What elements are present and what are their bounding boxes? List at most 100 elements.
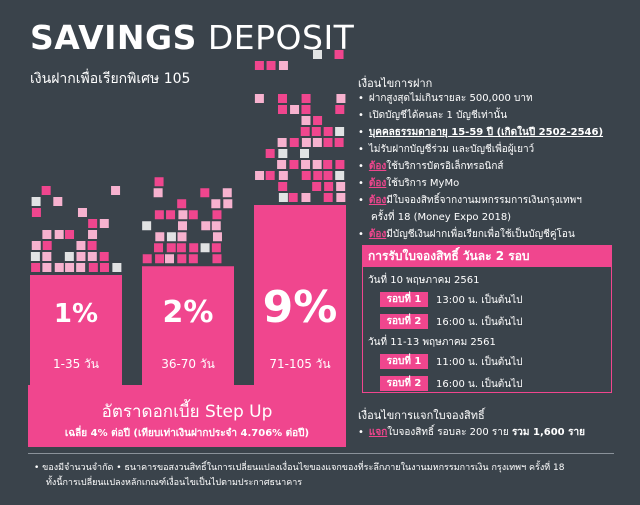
pixel-decoration: [265, 149, 275, 158]
pixel-decoration: [312, 138, 322, 147]
pixel-decoration: [223, 199, 233, 209]
pixel-decoration: [87, 241, 97, 250]
pixel-decoration: [178, 210, 188, 220]
bar: [142, 266, 234, 386]
pixel-decoration: [278, 182, 288, 191]
condition-item: เปิดบัญชีได้คนละ 1 บัญชีเท่านั้น: [358, 108, 507, 123]
chart-note: เฉลี่ย 4% ต่อปี (เทียบเท่าเงินฝากประจำ 4…: [64, 428, 310, 439]
pixel-decoration: [254, 61, 264, 70]
page-subtitle: เงินฝากเพื่อเรียกพิเศษ 105: [30, 71, 191, 87]
condition-item: ฝากสูงสุดไม่เกินรายละ 500,000 บาท: [358, 91, 533, 106]
chart-label-panel: [28, 385, 346, 447]
pixel-decoration: [289, 138, 299, 147]
pixel-decoration: [112, 263, 122, 272]
pixel-decoration: [99, 263, 109, 272]
pixel-decoration: [200, 243, 210, 253]
round-pill: รอบที่ 1: [380, 354, 428, 369]
pixel-decoration: [31, 241, 41, 250]
pixel-decoration: [142, 254, 152, 264]
pixel-decoration: [255, 171, 265, 180]
pixel-decoration: [301, 105, 311, 114]
pixel-decoration: [30, 252, 40, 261]
pixel-decoration: [88, 219, 98, 228]
pixel-decoration: [177, 199, 187, 209]
pixel-decoration: [278, 171, 288, 180]
pixel-decoration: [64, 252, 74, 261]
bar-category-label: 36-70 วัน: [161, 357, 215, 371]
pixel-decoration: [166, 232, 176, 242]
pixel-decoration: [99, 252, 109, 261]
round-pill: รอบที่ 2: [380, 314, 428, 329]
round-pill: รอบที่ 1: [380, 292, 428, 307]
pixel-decoration: [41, 186, 51, 195]
pixel-decoration: [142, 221, 152, 231]
pixel-decoration: [336, 94, 346, 103]
pixel-decoration: [188, 254, 198, 264]
condition-text: ไม่รับฝากบัญชีร่วม และบัญชีเพื่อผู้เยาว์: [368, 144, 535, 155]
condition-item: ต้องมีใบจองสิทธิ์จากงานมหกรรมการเงินกรุง…: [358, 193, 582, 208]
condition-text: ฝากสูงสุดไม่เกินรายละ 500,000 บาท: [368, 93, 533, 104]
pixel-decoration: [211, 221, 221, 231]
booking-day-1: วันที่ 10 พฤษภาคม 2561: [368, 275, 480, 286]
condition-emphasis: ต้อง: [368, 195, 387, 206]
condition-item: ครั้งที่ 18 (Money Expo 2018): [358, 210, 511, 225]
bar-value-label: 1%: [54, 299, 98, 329]
bar-value-label: 2%: [163, 295, 214, 330]
pixel-decoration: [323, 160, 333, 169]
pixel-decoration: [42, 252, 52, 261]
pixel-decoration: [277, 94, 287, 103]
pixel-decoration: [42, 241, 52, 250]
pixel-decoration: [31, 208, 41, 217]
pixel-decoration: [42, 230, 52, 239]
condition-text: บุคคลธรรมดาอายุ 15-59 ปี (เกิดในปี 2502-…: [368, 127, 604, 138]
condition-text: ใช้บริการ MyMo: [386, 178, 460, 189]
condition-item: บุคคลธรรมดาอายุ 15-59 ปี (เกิดในปี 2502-…: [358, 125, 603, 140]
footer-divider: [28, 453, 614, 454]
pixel-decoration: [312, 160, 322, 169]
pixel-decoration: [76, 252, 86, 261]
pixel-decoration: [53, 197, 63, 206]
round-time: 16:00 น. เป็นต้นไป: [436, 379, 523, 390]
pixel-decoration: [166, 210, 176, 220]
pixel-decoration: [88, 230, 98, 239]
pixel-decoration: [212, 232, 222, 242]
footer-line-1: • ของมีจำนวนจำกัด • ธนาคารขอสงวนสิทธิ์ใน…: [34, 463, 565, 473]
pixel-decoration: [312, 182, 322, 191]
condition-item: ไม่รับฝากบัญชีร่วม และบัญชีเพื่อผู้เยาว์: [358, 142, 534, 157]
condition-text: เปิดบัญชีได้คนละ 1 บัญชีเท่านั้น: [368, 110, 508, 121]
pixel-decoration: [335, 160, 345, 169]
pixel-decoration: [323, 171, 333, 180]
condition-text: มีบัญชีเงินฝากเพื่อเรียกเพื่อใช้เป็นบัญช…: [386, 229, 575, 240]
pixel-decoration: [300, 127, 310, 136]
distribution-total: รวม 1,600 ราย: [511, 427, 585, 438]
pixel-decoration: [154, 177, 164, 187]
pixel-decoration: [76, 241, 86, 250]
pixel-decoration: [155, 254, 165, 264]
booking-title: การรับใบจองสิทธิ์ วันละ 2 รอบ: [362, 245, 612, 267]
bar-value-label: 9%: [263, 282, 338, 333]
pixel-decoration: [265, 171, 275, 180]
distribution-pre: แจก: [368, 427, 388, 438]
pixel-decoration: [311, 127, 321, 136]
title-bold: SAVINGS: [30, 18, 197, 57]
pixel-decoration: [277, 160, 287, 169]
conditions-heading: เงื่อนไขการฝาก: [358, 77, 433, 90]
pixel-decoration: [54, 230, 64, 239]
pixel-decoration: [336, 193, 346, 202]
pixel-decoration: [155, 232, 165, 242]
title-light: DEPOSIT: [207, 18, 355, 57]
pixel-decoration: [166, 243, 176, 253]
pixel-decoration: [323, 193, 333, 202]
condition-text: มีใบจองสิทธิ์จากงานมหกรรมการเงินกรุงเทพฯ: [386, 195, 582, 206]
pixel-decoration: [312, 50, 322, 59]
pixel-decoration: [42, 263, 52, 272]
pixel-decoration: [165, 254, 175, 264]
condition-emphasis: ต้อง: [368, 229, 387, 240]
pixel-decoration: [200, 188, 210, 198]
bar: [254, 205, 346, 386]
distribution-text: ใบจองสิทธิ์ รอบละ 200 ราย: [387, 427, 509, 438]
round-time: 11:00 น. เป็นต้นไป: [436, 357, 523, 368]
page-title: SAVINGS DEPOSIT: [30, 18, 354, 57]
pixel-decoration: [254, 94, 264, 103]
condition-item: ต้องใช้บริการบัตรอิเล็กทรอนิกส์: [358, 159, 504, 174]
